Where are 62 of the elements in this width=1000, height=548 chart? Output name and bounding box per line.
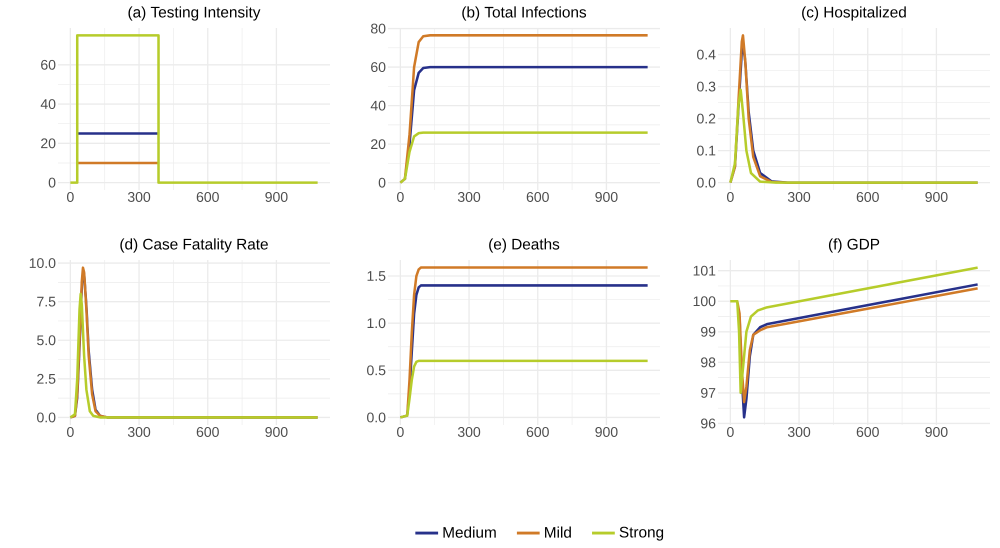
x-tick-label: 900	[595, 192, 618, 202]
x-tick-label: 600	[856, 192, 879, 202]
y-tick-label: 0.0	[367, 412, 386, 422]
y-tick-label: 5.0	[37, 335, 56, 346]
legend-label: Mild	[545, 526, 571, 538]
y-tick-label: 40	[40, 99, 56, 110]
x-tick-label: 300	[128, 192, 150, 202]
x-tick-label: 300	[788, 427, 810, 437]
x-tick-label: 900	[925, 427, 948, 437]
y-tick-label: 20	[371, 139, 386, 150]
chart-title: (e) Deaths	[489, 238, 560, 253]
chart-title: (c) Hospitalized	[802, 6, 906, 21]
x-tick-label: 600	[526, 427, 549, 437]
chart-title: (b) Total Infections	[462, 6, 586, 21]
y-tick-label: 97	[701, 388, 716, 398]
x-tick-label: 0	[727, 427, 734, 437]
y-tick-label: 98	[701, 357, 716, 368]
y-tick-label: 0	[378, 178, 386, 188]
x-tick-label: 900	[265, 192, 288, 202]
y-tick-label: 7.5	[37, 296, 56, 307]
x-tick-label: 0	[397, 192, 404, 202]
y-tick-label: 60	[41, 60, 56, 70]
y-tick-label: 101	[694, 266, 716, 276]
legend-label: Strong	[620, 526, 664, 541]
y-tick-label: 0.3	[697, 82, 716, 92]
x-tick-label: 0	[67, 427, 74, 437]
legend-label: Medium	[443, 526, 496, 538]
y-tick-label: 0.2	[697, 114, 716, 124]
y-tick-label: 0.0	[697, 178, 716, 188]
y-tick-label: 0	[48, 178, 56, 188]
x-tick-label: 0	[727, 192, 734, 202]
x-tick-label: 900	[265, 427, 288, 437]
chart-title: (d) Case Fatality Rate	[120, 238, 268, 253]
y-tick-label: 40	[370, 100, 386, 111]
x-tick-label: 600	[196, 427, 219, 437]
y-tick-label: 96	[701, 418, 716, 428]
y-tick-label: 0.4	[697, 50, 716, 60]
x-tick-label: 300	[128, 427, 150, 437]
y-tick-label: 0.0	[37, 412, 56, 422]
y-tick-label: 0.1	[697, 146, 716, 156]
y-tick-label: 20	[41, 138, 56, 148]
x-tick-label: 0	[67, 192, 74, 202]
y-tick-label: 10.0	[30, 258, 56, 268]
chart-title: (f) GDP	[828, 238, 880, 253]
chart-title: (a) Testing Intensity	[128, 6, 260, 21]
y-tick-label: 1.0	[368, 318, 386, 328]
y-tick-label: 1.5	[368, 271, 386, 281]
x-tick-label: 0	[397, 427, 404, 437]
y-tick-label: 2.5	[37, 374, 56, 384]
x-tick-label: 900	[595, 427, 618, 437]
y-tick-label: 80	[370, 24, 386, 34]
x-tick-label: 300	[458, 192, 480, 202]
x-tick-label: 300	[788, 192, 810, 202]
y-tick-label: 60	[371, 62, 386, 72]
x-tick-label: 300	[458, 427, 480, 437]
y-tick-label: 0.5	[367, 365, 386, 376]
x-tick-label: 900	[925, 192, 948, 202]
x-tick-label: 600	[196, 192, 219, 202]
x-tick-label: 600	[856, 427, 879, 437]
y-tick-label: 99	[701, 326, 716, 337]
x-tick-label: 600	[526, 192, 549, 202]
y-tick-label: 100	[694, 296, 716, 306]
